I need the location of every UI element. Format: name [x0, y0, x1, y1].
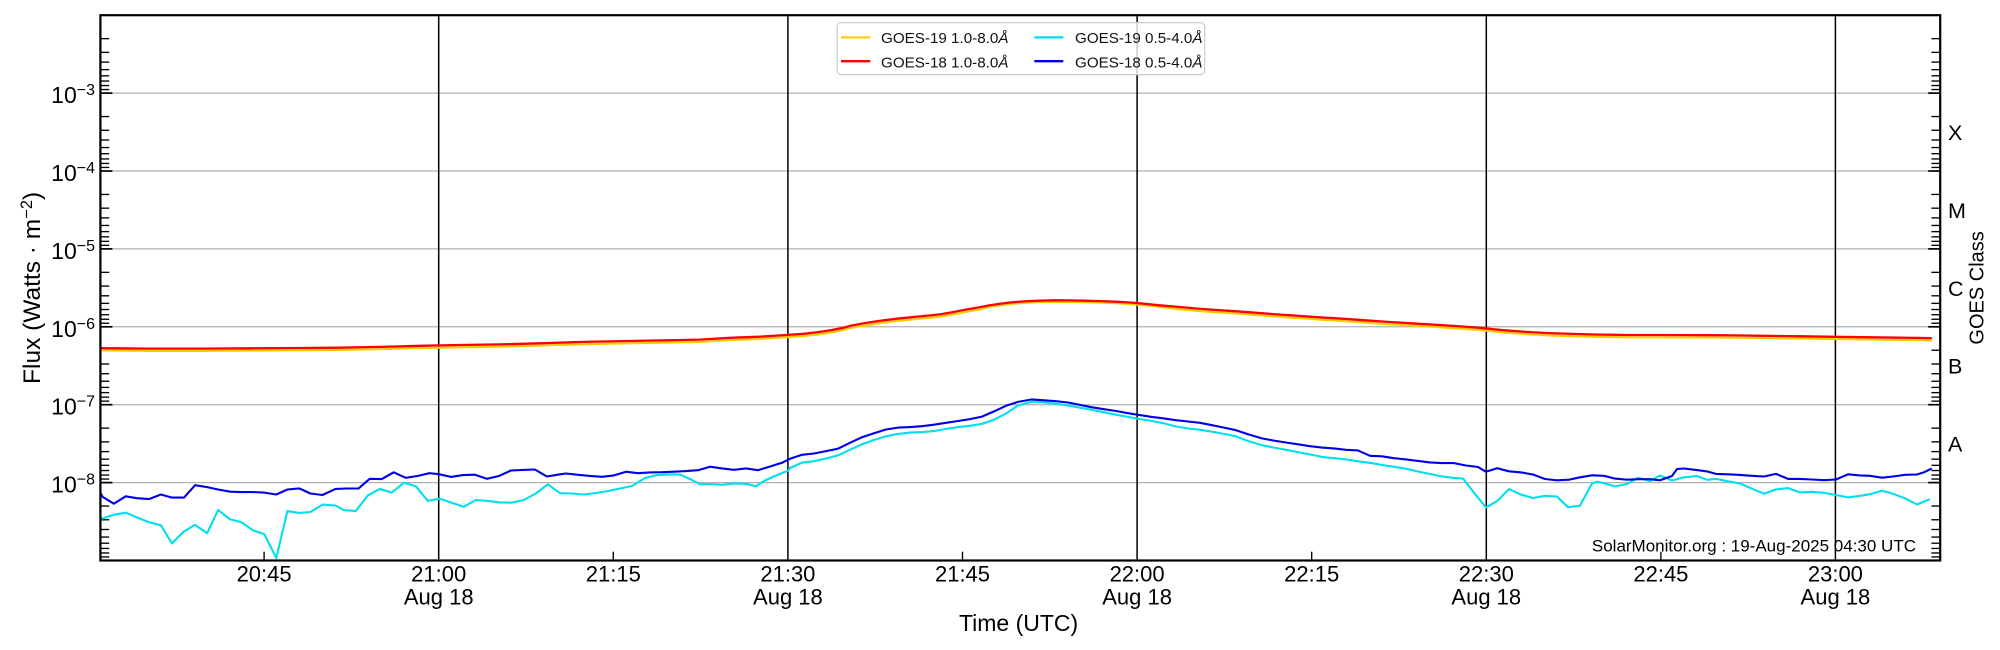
svg-text:M: M — [1948, 199, 1966, 223]
svg-text:10−5: 10−5 — [51, 238, 95, 264]
svg-text:B: B — [1948, 355, 1962, 379]
svg-text:Aug 18: Aug 18 — [1451, 585, 1521, 610]
svg-text:22:00: 22:00 — [1110, 562, 1165, 587]
svg-text:20:45: 20:45 — [237, 562, 292, 587]
svg-text:21:30: 21:30 — [760, 562, 815, 587]
svg-text:SolarMonitor.org : 19-Aug-2025: SolarMonitor.org : 19-Aug-2025 04:30 UTC — [1592, 537, 1916, 556]
svg-text:22:15: 22:15 — [1284, 562, 1339, 587]
svg-text:22:45: 22:45 — [1633, 562, 1688, 587]
svg-text:A: A — [1948, 433, 1963, 457]
svg-text:21:45: 21:45 — [935, 562, 990, 587]
svg-text:Aug 18: Aug 18 — [753, 585, 823, 610]
svg-text:GOES-19 1.0-8.0Å: GOES-19 1.0-8.0Å — [881, 30, 1008, 47]
svg-text:Flux (Watts · m−2): Flux (Watts · m−2) — [18, 192, 46, 384]
svg-text:23:00: 23:00 — [1808, 562, 1863, 587]
svg-text:C: C — [1948, 277, 1964, 301]
svg-text:GOES-18 1.0-8.0Å: GOES-18 1.0-8.0Å — [881, 55, 1008, 72]
svg-text:Aug 18: Aug 18 — [1102, 585, 1172, 610]
svg-text:21:15: 21:15 — [586, 562, 641, 587]
svg-text:GOES-18 0.5-4.0Å: GOES-18 0.5-4.0Å — [1075, 55, 1202, 72]
svg-text:Time (UTC): Time (UTC) — [959, 610, 1078, 636]
svg-text:GOES-19 0.5-4.0Å: GOES-19 0.5-4.0Å — [1075, 30, 1202, 47]
svg-text:GOES Class: GOES Class — [1967, 231, 1989, 344]
svg-text:22:30: 22:30 — [1459, 562, 1514, 587]
svg-text:X: X — [1948, 121, 1962, 145]
svg-text:Aug 18: Aug 18 — [404, 585, 474, 610]
svg-text:Aug 18: Aug 18 — [1801, 585, 1871, 610]
svg-text:21:00: 21:00 — [411, 562, 466, 587]
